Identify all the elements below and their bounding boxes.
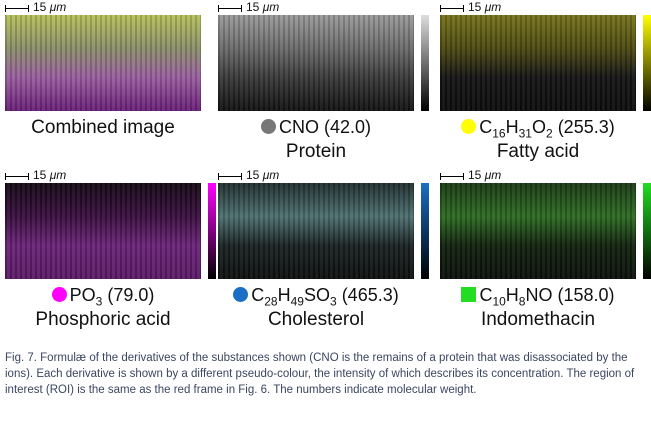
scale-bar (218, 5, 242, 12)
substance-name: Protein (285, 141, 347, 162)
scale-unit: μm (262, 0, 280, 14)
formula-part: SO (303, 285, 330, 305)
molecular-weight: (465.3) (341, 285, 399, 305)
image (218, 15, 414, 111)
formula-part: CNO (278, 117, 319, 137)
marker (461, 287, 477, 302)
formula-part: C (479, 285, 493, 305)
molecular-weight: (255.3) (557, 117, 615, 137)
molecular-weight: (42.0) (323, 117, 372, 137)
formula-label: CNO (42.0) (211, 117, 421, 138)
colorbar (208, 183, 216, 279)
formula-part: H (505, 285, 519, 305)
marker (233, 287, 249, 302)
caption: Fig. 7. Formulæ of the derivatives of th… (5, 352, 635, 396)
image (5, 15, 201, 111)
substance-name: Cholesterol (267, 309, 365, 330)
scale-number: 15 (33, 0, 47, 14)
formula-part: O (531, 117, 546, 137)
colorbar (643, 15, 651, 111)
formula-part: PO (69, 285, 96, 305)
scale-number: 15 (246, 168, 260, 182)
formula-label: C16H31O2 (255.3) (433, 117, 643, 141)
formula-subscript: 8 (518, 294, 526, 309)
marker (260, 119, 276, 134)
scale-bar (5, 5, 29, 12)
image (440, 15, 636, 111)
scale-number: 15 (33, 168, 47, 182)
molecular-weight: (158.0) (557, 285, 615, 305)
formula-subscript: 49 (290, 294, 304, 309)
formula-subscript: 10 (492, 294, 506, 309)
scale-bar (440, 5, 464, 12)
scale-number: 15 (246, 0, 260, 14)
scale-unit: μm (49, 168, 67, 182)
substance-name: Fatty acid (496, 141, 580, 162)
formula-subscript: 31 (518, 126, 532, 141)
scale-unit: μm (49, 0, 67, 14)
scale-label: 15 μm (246, 0, 279, 14)
formula-label: C28H49SO3 (465.3) (211, 285, 421, 309)
formula-subscript: 3 (95, 294, 103, 309)
substance-name: Phosphoric acid (35, 309, 171, 330)
scale-unit: μm (484, 0, 502, 14)
colorbar (421, 183, 429, 279)
scale-unit: μm (262, 168, 280, 182)
formula-part: NO (525, 285, 553, 305)
formula-part: C (251, 285, 265, 305)
scale-label: 15 μm (468, 168, 501, 182)
colorbar (643, 183, 651, 279)
scale-bar (5, 173, 29, 180)
scale-bar (218, 173, 242, 180)
formula-subscript: 2 (545, 126, 553, 141)
scale-bar (440, 173, 464, 180)
formula-part: H (505, 117, 519, 137)
substance-name: Combined image (31, 117, 175, 138)
formula-subscript: 16 (492, 126, 506, 141)
scale-number: 15 (468, 0, 482, 14)
formula-label: PO3 (79.0) (0, 285, 208, 309)
image (5, 183, 201, 279)
molecular-weight: (79.0) (107, 285, 155, 305)
scale-label: 15 μm (246, 168, 279, 182)
formula-subscript: 28 (264, 294, 278, 309)
substance-name: Indomethacin (480, 309, 596, 330)
marker (461, 119, 477, 134)
formula-part: C (479, 117, 493, 137)
scale-unit: μm (484, 168, 502, 182)
marker (51, 287, 67, 302)
scale-label: 15 μm (33, 0, 66, 14)
formula-part: H (277, 285, 291, 305)
scale-label: 15 μm (33, 168, 66, 182)
scale-label: 15 μm (468, 0, 501, 14)
formula-subscript: 3 (329, 294, 337, 309)
formula-label: C10H8NO (158.0) (433, 285, 643, 309)
colorbar (421, 15, 429, 111)
image (440, 183, 636, 279)
image (218, 183, 414, 279)
scale-number: 15 (468, 168, 482, 182)
